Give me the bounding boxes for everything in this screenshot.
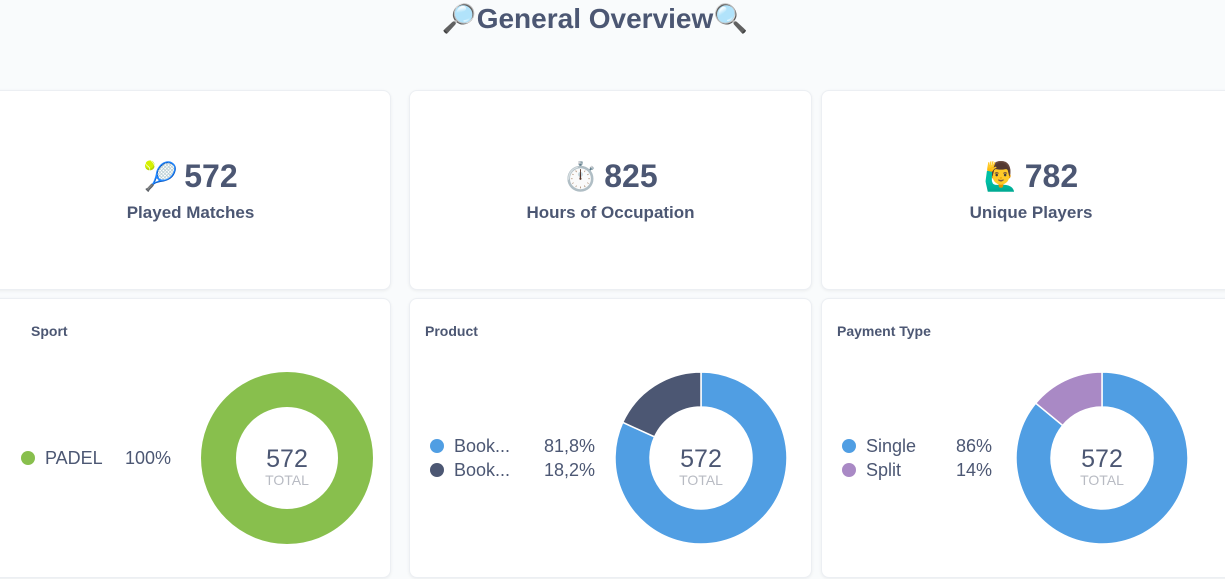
- chart-title: Product: [425, 323, 478, 339]
- stopwatch-icon: ⏱️: [563, 160, 599, 192]
- donut-total-label: TOTAL: [1080, 472, 1124, 488]
- page-title: 🔎General Overview🔍: [441, 3, 749, 34]
- person-raising-hand-icon: 🙋‍♂️: [983, 160, 1019, 192]
- chart-card: Payment Type Single 86% Split 14% 572 TOTAL: [821, 298, 1225, 578]
- legend-dot: [430, 463, 444, 477]
- donut-total-label: TOTAL: [679, 472, 723, 488]
- magnifier-right-icon: 🔍: [713, 3, 749, 34]
- tennis-ball-icon: 🎾: [143, 160, 179, 192]
- legend-percent: 100%: [125, 447, 172, 468]
- legend-item[interactable]: PADEL 100%: [21, 446, 171, 470]
- donut-total-label: TOTAL: [265, 472, 309, 488]
- legend-dot: [842, 463, 856, 477]
- donut-slice: [1034, 371, 1103, 427]
- legend-label: Split: [866, 459, 902, 480]
- chart-legend: PADEL 100%: [21, 446, 171, 470]
- legend-label: PADEL: [45, 447, 103, 468]
- kpi-card: 🙋‍♂️ 782 Unique Players: [821, 90, 1225, 290]
- kpi-label: Played Matches: [126, 202, 255, 222]
- legend-percent: 14%: [956, 459, 993, 480]
- kpi-value: 572: [184, 157, 238, 194]
- donut-slice: [201, 372, 373, 544]
- legend-dot: [842, 439, 856, 453]
- kpi-label: Hours of Occupation: [526, 202, 695, 222]
- donut-total: 572: [266, 445, 308, 473]
- legend-percent: 18,2%: [544, 459, 596, 480]
- chart-title: Payment Type: [837, 323, 931, 339]
- chart-card: Sport PADEL 100% 572 TOTAL: [0, 298, 391, 578]
- kpi-value: 782: [1024, 157, 1079, 194]
- donut-slice: [621, 371, 702, 438]
- legend-label: Book...: [454, 459, 511, 480]
- donut-slice: [1015, 371, 1189, 545]
- chart-legend: Single 86% Split 14%: [842, 434, 992, 482]
- chart-card: Product Book... 81,8% Book... 18,2% 572 TOTAL: [409, 298, 812, 578]
- chart-title: Sport: [31, 323, 68, 339]
- legend-label: Single: [866, 435, 917, 456]
- kpi-label: Unique Players: [969, 202, 1093, 222]
- donut-total: 572: [680, 445, 722, 473]
- chart-legend: Book... 81,8% Book... 18,2%: [430, 434, 595, 482]
- kpi-value: 825: [604, 157, 658, 194]
- legend-percent: 81,8%: [544, 435, 596, 456]
- kpi-card: ⏱️ 825 Hours of Occupation: [409, 90, 812, 290]
- legend-item[interactable]: Book... 18,2%: [430, 458, 595, 482]
- legend-dot: [21, 451, 35, 465]
- legend-label: Book...: [454, 435, 511, 456]
- kpi-card: 🎾 572 Played Matches: [0, 90, 391, 290]
- magnifier-left-icon: 🔎: [441, 3, 477, 34]
- donut-total: 572: [1081, 445, 1123, 473]
- legend-dot: [430, 439, 444, 453]
- legend-percent: 86%: [956, 435, 993, 456]
- legend-item[interactable]: Book... 81,8%: [430, 434, 595, 458]
- legend-item[interactable]: Split 14%: [842, 458, 992, 482]
- donut-slice: [614, 371, 788, 545]
- legend-item[interactable]: Single 86%: [842, 434, 992, 458]
